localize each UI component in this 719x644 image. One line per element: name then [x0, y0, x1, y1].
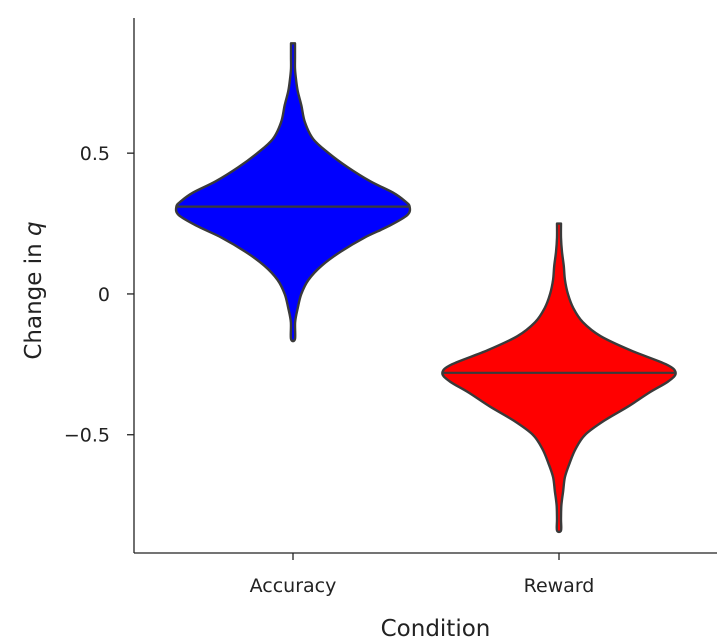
y-axis-title-text: Change in — [21, 236, 47, 360]
x-tick-label-reward: Reward — [524, 575, 595, 597]
y-tick-label: −0.5 — [64, 425, 110, 447]
y-ticks: 0.5 0 −0.5 — [64, 143, 134, 447]
x-ticks: Accuracy Reward — [250, 553, 595, 597]
y-axis-title: Change in q — [21, 221, 47, 359]
y-axis-title-variable: q — [21, 221, 47, 236]
y-tick-label: 0 — [98, 284, 110, 306]
violin-layer — [174, 42, 677, 534]
violin-reward — [441, 222, 677, 534]
y-tick-label: 0.5 — [80, 143, 110, 165]
x-axis-title: Condition — [381, 616, 491, 642]
violin-accuracy — [174, 42, 412, 343]
x-tick-label-accuracy: Accuracy — [250, 575, 337, 597]
